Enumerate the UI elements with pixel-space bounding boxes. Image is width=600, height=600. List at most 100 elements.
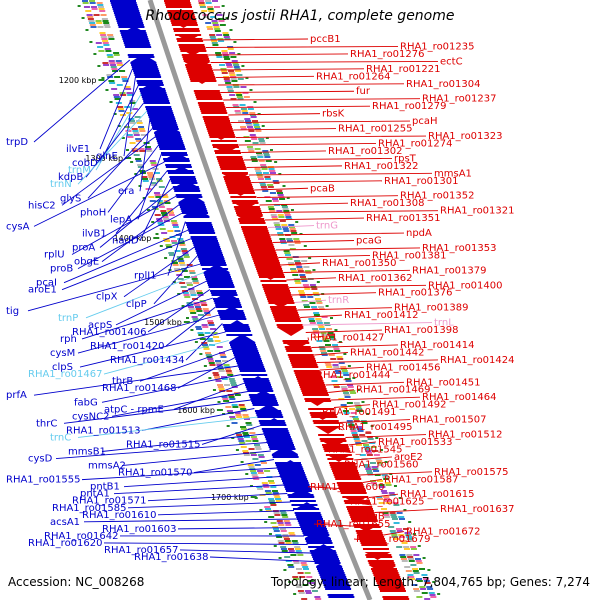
cog-track-segment-left [203,310,210,312]
cog-track-segment-right [364,466,371,468]
gene-label-plus: rpsT [394,153,417,164]
plus-strand-gene [379,588,406,590]
minus-strand-gene [141,94,168,96]
cog-track-segment-left [169,254,176,256]
cog-track-segment-left [196,292,203,294]
minus-strand-gene [215,304,242,306]
gene-label-minus: RHA1_ro01638 [134,552,209,563]
plus-strand-gene [256,268,283,270]
cog-track-segment-right [269,210,276,212]
leader-line-plus [341,463,358,468]
cog-track-segment-right [388,492,395,494]
gene-label-plus: mmsA1 [434,168,472,179]
cog-track-segment-right [285,254,292,256]
cog-track-segment-left [160,210,167,212]
track-dot [412,533,416,535]
cog-track-segment-left [183,256,190,258]
cog-track-segment-left [107,36,114,38]
cog-track-segment-right [336,356,343,358]
cog-track-segment-left [187,306,194,308]
minus-strand-gene [204,274,231,276]
leader-line-plus [272,240,355,243]
cog-track-segment-right [223,34,230,36]
cog-track-segment-right [332,364,339,366]
gene-label-plus: RHA1_ro01637 [440,504,515,515]
leader-line-plus [243,157,393,161]
cog-track-segment-right [250,116,257,118]
cog-track-segment-right [228,70,235,72]
plus-strand-gene [383,598,410,600]
track-dot [172,281,176,283]
cog-track-segment-left [158,224,165,226]
cog-track-segment-right [263,152,270,154]
track-dot [343,353,347,355]
cog-track-segment-right [383,478,390,480]
kbp-label: 1400 kbp [114,234,152,243]
minus-strand-gene [121,34,148,36]
cog-track-segment-right [219,64,226,66]
cog-track-segment-left [281,514,288,516]
cog-track-segment-left [91,8,98,10]
cog-track-segment-left [136,120,142,122]
track-dot [190,329,194,331]
cog-track-segment-left [302,584,309,586]
minus-gene-arrow [229,334,256,342]
plus-strand-gene [358,536,385,538]
plus-strand-gene [219,166,246,168]
cog-track-segment-right [294,260,301,262]
plus-strand-gene [178,44,205,46]
plus-gene-arrow [347,510,374,518]
cog-track-segment-right [412,570,419,572]
cog-track-segment-right [263,154,270,156]
leader-line-plus [220,90,355,93]
leader-line-minus [99,187,174,248]
track-dot [194,341,198,343]
cog-track-segment-left [161,232,168,234]
cog-track-segment-left [215,362,222,364]
cog-track-segment-right [221,72,228,74]
plus-gene-arrow [375,580,402,588]
cog-track-segment-left [228,378,235,380]
minus-gene-arrow [250,390,277,398]
track-dot [203,365,207,367]
cog-track-segment-right [298,292,305,294]
cog-track-segment-right [383,514,390,516]
minus-strand-gene [136,80,163,82]
minus-strand-gene [236,360,262,362]
leader-line-plus [289,284,427,288]
gene-label-plus: RHA1_ro01600 [310,482,385,493]
cog-track-segment-right [254,126,261,128]
cog-track-segment-left [112,70,119,72]
leader-line-plus [262,210,439,213]
gene-label-minus: trpD [6,137,28,148]
plus-strand-gene [347,508,374,510]
cog-track-segment-right [318,326,325,328]
cog-track-segment-right [215,52,222,54]
minus-gene-arrow [121,26,148,34]
cog-track-segment-right [414,558,421,560]
cog-track-segment-right [231,60,238,62]
cog-track-segment-left [291,540,298,542]
plus-strand-gene [173,30,200,32]
cog-track-segment-left [96,2,103,4]
minus-strand-gene [327,594,354,596]
cog-track-segment-left [301,598,308,600]
cog-track-segment-left [293,578,300,580]
plus-strand-gene [356,532,383,534]
gene-label-minus: trnC [50,432,71,443]
cog-track-segment-left [261,482,268,484]
cog-track-segment-left [83,6,90,8]
minus-strand-gene [130,62,157,64]
cog-track-segment-left [102,42,109,44]
minus-strand-gene [266,440,293,442]
cog-track-segment-left [253,444,260,446]
plus-strand-gene [292,366,319,368]
cog-track-segment-left [214,376,221,378]
cog-track-segment-right [363,464,370,466]
cog-track-segment-left [278,524,285,526]
plus-strand-gene [296,378,323,380]
cog-track-segment-left [240,410,247,412]
cog-track-segment-right [419,568,426,570]
cog-track-segment-right [392,538,399,540]
